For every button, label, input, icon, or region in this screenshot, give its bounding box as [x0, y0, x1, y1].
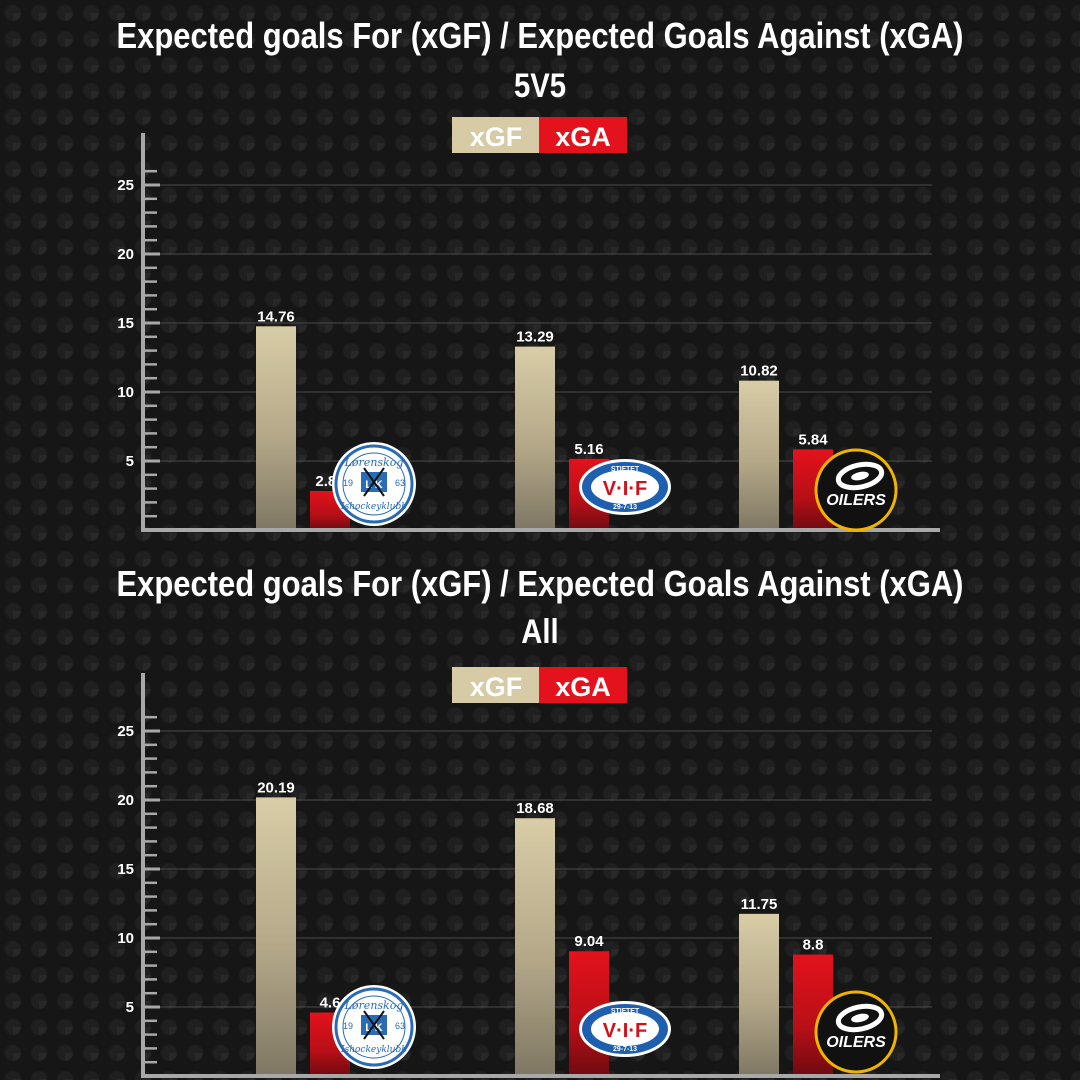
svg-text:Ishockeyklubb: Ishockeyklubb [340, 502, 407, 512]
data-label-xgf-valerenga: 18.68 [516, 800, 554, 817]
valerenga-logo: STIFTET V·I·F 29-7-13 [579, 459, 671, 515]
y-tick-label-15: 15 [117, 861, 134, 878]
data-label-xga-oilers: 5.84 [798, 431, 828, 448]
lorenskog-logo: Lørenskog Ishockeyklubb L K 19 63 [332, 442, 416, 526]
axes [141, 133, 940, 532]
svg-text:Lørenskog: Lørenskog [344, 999, 404, 1012]
y-axis-ticks [143, 169, 160, 518]
oilers-logo: OILERS [814, 990, 898, 1074]
svg-text:19: 19 [343, 1021, 353, 1031]
data-label-xgf-lorenskog: 14.76 [257, 308, 295, 325]
legend-label-xga: xGA [555, 122, 611, 152]
y-tick-label-20: 20 [117, 246, 134, 263]
svg-text:STIFTET: STIFTET [611, 1008, 640, 1015]
legend-swatch-xgf [452, 667, 539, 703]
svg-text:63: 63 [395, 478, 405, 488]
y-tick-label-10: 10 [117, 384, 134, 401]
data-label-xgf-valerenga: 13.29 [516, 329, 554, 346]
svg-text:OILERS: OILERS [826, 1034, 886, 1051]
data-labels: 20.19 4.6 18.68 9.04 11.75 8.8 [257, 779, 823, 1011]
y-tick-label-25: 25 [117, 177, 134, 194]
svg-text:29-7-13: 29-7-13 [613, 1046, 637, 1053]
y-tick-label-5: 5 [126, 453, 134, 470]
svg-text:19: 19 [343, 478, 353, 488]
legend-label-xgf: xGF [470, 672, 523, 702]
legend: xGF xGA [452, 117, 627, 153]
y-axis-tick-labels: 5 10 15 20 25 [117, 177, 134, 470]
legend-swatch-xga [539, 117, 627, 153]
xg-bar-chart-5v5: xGF xGA 5 10 15 20 25 14.76 2.83 13.29 5… [117, 117, 940, 532]
svg-text:Lørenskog: Lørenskog [344, 456, 404, 469]
data-label-xgf-oilers: 10.82 [740, 363, 778, 380]
bar-xgf-valerenga [515, 346, 555, 530]
data-label-xga-valerenga: 9.04 [574, 933, 604, 950]
y-tick-label-5: 5 [126, 999, 134, 1016]
chart-subtitle-all: All [521, 613, 559, 651]
y-tick-label-15: 15 [117, 315, 134, 332]
data-label-xga-valerenga: 5.16 [574, 441, 603, 458]
svg-text:29-7-13: 29-7-13 [613, 504, 637, 511]
bar-xgf-oilers [739, 913, 779, 1076]
y-axis-tick-labels: 5 10 15 20 25 [117, 723, 134, 1016]
legend-label-xga: xGA [555, 672, 611, 702]
valerenga-logo: STIFTET V·I·F 29-7-13 [579, 1001, 671, 1057]
axes [141, 673, 940, 1078]
xg-bar-chart-all: xGF xGA 5 10 15 20 25 20.19 4.6 18.68 9.… [117, 667, 940, 1078]
y-tick-label-20: 20 [117, 792, 134, 809]
legend-label-xgf: xGF [470, 122, 523, 152]
oilers-logo: OILERS [814, 448, 898, 532]
chart-title-all: Expected goals For (xGF) / Expected Goal… [116, 563, 964, 604]
data-label-xgf-oilers: 11.75 [741, 896, 778, 913]
bar-xgf-valerenga [515, 818, 555, 1076]
y-tick-label-25: 25 [117, 723, 134, 740]
legend-swatch-xga [539, 667, 627, 703]
svg-text:V·I·F: V·I·F [603, 478, 647, 500]
chart-title-5v5: Expected goals For (xGF) / Expected Goal… [116, 15, 964, 56]
data-label-xgf-lorenskog: 20.19 [257, 779, 295, 796]
chart-subtitle-5v5: 5V5 [513, 67, 567, 105]
y-axis-ticks [143, 715, 160, 1064]
bar-xgf-lorenskog [256, 797, 296, 1076]
bar-xgf-oilers [739, 380, 779, 530]
bar-xgf-lorenskog [256, 326, 296, 530]
svg-text:STIFTET: STIFTET [611, 466, 640, 473]
lorenskog-logo: Lørenskog Ishockeyklubb L K 19 63 [332, 985, 416, 1069]
data-label-xga-lorenskog: 4.6 [320, 995, 341, 1012]
y-tick-label-10: 10 [117, 930, 134, 947]
svg-text:OILERS: OILERS [826, 492, 886, 509]
svg-text:Ishockeyklubb: Ishockeyklubb [340, 1045, 407, 1055]
legend: xGF xGA [452, 667, 627, 703]
data-label-xga-oilers: 8.8 [803, 937, 824, 954]
svg-text:V·I·F: V·I·F [603, 1020, 647, 1042]
svg-text:63: 63 [395, 1021, 405, 1031]
legend-swatch-xgf [452, 117, 539, 153]
